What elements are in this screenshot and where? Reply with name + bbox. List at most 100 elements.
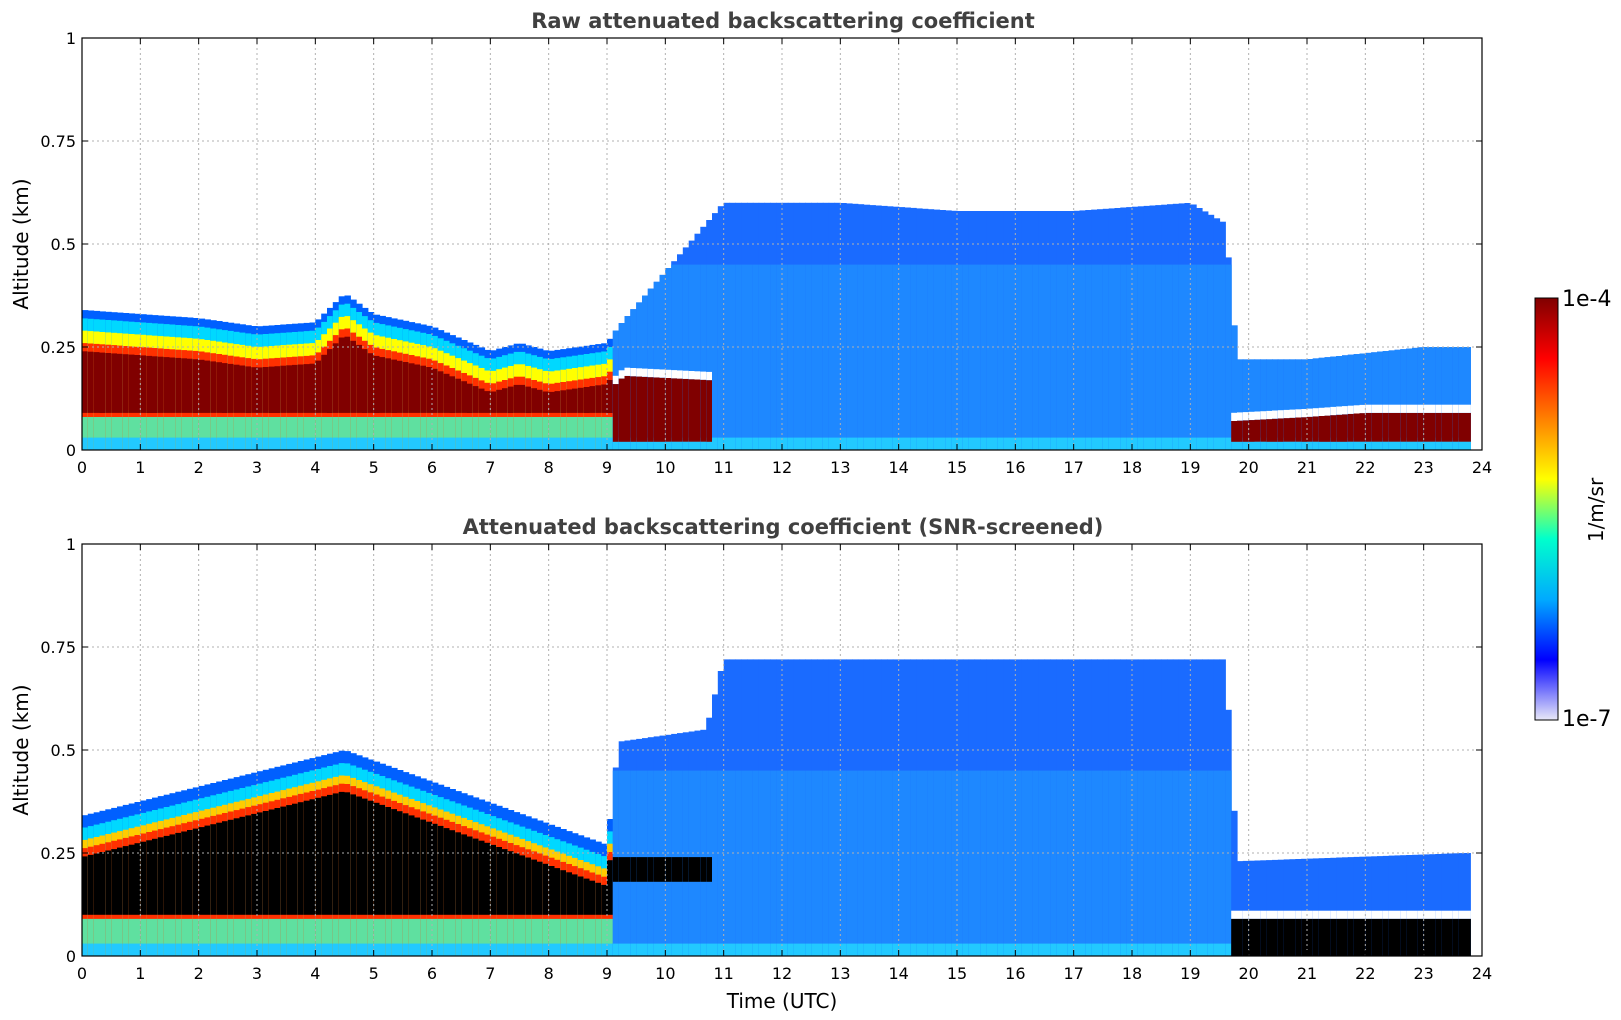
heatmap-cell	[1242, 860, 1250, 956]
heatmap-cell	[572, 918, 579, 956]
heatmap-cell	[449, 417, 456, 450]
heatmap-cell	[297, 437, 305, 450]
heatmap-cell	[222, 363, 229, 413]
heatmap-cell	[892, 770, 900, 956]
heatmap-cell	[391, 437, 398, 450]
heatmap-cell	[735, 943, 742, 956]
heatmap-cell	[216, 362, 223, 413]
heatmap-cell	[117, 353, 124, 413]
heatmap-cell	[1108, 943, 1116, 956]
heatmap-cell	[945, 437, 952, 450]
heatmap-cell	[817, 770, 824, 956]
heatmap-cell	[1213, 264, 1221, 450]
heatmap-cell	[630, 376, 637, 442]
heatmap-cell	[1237, 861, 1244, 956]
x-tick-label: 6	[427, 964, 437, 983]
heatmap-cell	[566, 381, 573, 450]
heatmap-cell	[1382, 855, 1390, 956]
heatmap-cell	[490, 844, 497, 915]
heatmap-cell	[332, 343, 340, 413]
heatmap-cell	[927, 437, 935, 450]
heatmap-cell	[245, 437, 252, 450]
heatmap-cell	[525, 918, 532, 956]
colorbar-min-label: 1e-7	[1562, 707, 1611, 732]
heatmap-cell	[1172, 770, 1180, 956]
heatmap-cell	[1295, 409, 1302, 418]
heatmap-cell	[531, 943, 538, 956]
heatmap-cell	[659, 437, 666, 450]
heatmap-cell	[128, 943, 136, 956]
heatmap-cell	[292, 803, 299, 915]
heatmap-cell	[327, 918, 334, 956]
heatmap-cell	[455, 437, 462, 450]
heatmap-cell	[1237, 910, 1244, 919]
heatmap-cell	[402, 813, 410, 915]
x-tick-label: 11	[713, 458, 733, 477]
heatmap-cell	[1237, 420, 1244, 442]
heatmap-cell	[1085, 943, 1092, 956]
heatmap-cell	[1400, 404, 1407, 413]
heatmap-cell	[233, 918, 241, 956]
heatmap-cell	[455, 378, 462, 413]
heatmap-cell	[163, 417, 171, 450]
heatmap-cell	[1219, 437, 1226, 450]
heatmap-cell	[1458, 347, 1466, 450]
heatmap-cell	[782, 943, 789, 956]
heatmap-cell	[350, 417, 357, 450]
heatmap-cell	[1050, 770, 1057, 956]
heatmap-cell	[898, 437, 906, 450]
heatmap-cell	[1324, 407, 1331, 416]
heatmap-cell	[1371, 352, 1378, 450]
heatmap-cell	[1412, 918, 1419, 956]
heatmap-cell	[1371, 437, 1378, 450]
heatmap-cell	[776, 437, 783, 450]
heatmap-cell	[111, 353, 118, 413]
heatmap-cell	[362, 798, 369, 915]
x-tick-label: 12	[772, 458, 792, 477]
heatmap-cell	[1365, 404, 1372, 413]
heatmap-cell	[630, 368, 637, 377]
heatmap-cell	[426, 367, 433, 413]
heatmap-cell	[857, 770, 865, 956]
heatmap-cell	[589, 437, 596, 450]
heatmap-cell	[531, 388, 538, 413]
heatmap-cell	[665, 437, 672, 450]
heatmap-cell	[1435, 854, 1442, 956]
heatmap-cell	[344, 918, 351, 956]
heatmap-cell	[630, 943, 637, 956]
heatmap-cell	[1213, 943, 1221, 956]
heatmap-cell	[537, 918, 544, 956]
heatmap-cell	[875, 264, 882, 450]
heatmap-cell	[618, 378, 626, 442]
heatmap-cell	[286, 365, 293, 413]
heatmap-cell	[502, 849, 509, 915]
heatmap-cell	[163, 943, 171, 956]
heatmap-cell	[887, 770, 894, 956]
x-tick-label: 1	[135, 458, 145, 477]
heatmap-cell	[974, 943, 981, 956]
heatmap-cell	[916, 264, 923, 450]
heatmap-cell	[1231, 325, 1238, 450]
heatmap-cell	[898, 943, 906, 956]
heatmap-cell	[1324, 918, 1331, 956]
heatmap-cell	[513, 853, 521, 915]
heatmap-cell	[642, 943, 649, 956]
heatmap-cell	[898, 264, 906, 450]
heatmap-cell	[1301, 858, 1308, 956]
heatmap-cell	[93, 437, 101, 450]
heatmap-cell	[478, 943, 486, 956]
heatmap-cell	[198, 437, 206, 450]
heatmap-cell	[1172, 264, 1180, 450]
heatmap-cell	[951, 437, 958, 450]
heatmap-cell	[1394, 918, 1401, 956]
heatmap-cell	[624, 367, 631, 376]
heatmap-cell	[1027, 437, 1034, 450]
heatmap-cell	[1108, 437, 1116, 450]
heatmap-cell	[957, 264, 964, 450]
heatmap-cell	[607, 417, 614, 450]
heatmap-cell	[1394, 349, 1401, 450]
heatmap-cell	[157, 943, 165, 956]
heatmap-cell	[192, 359, 200, 413]
heatmap-cell	[554, 391, 561, 413]
heatmap-cell	[677, 378, 684, 442]
